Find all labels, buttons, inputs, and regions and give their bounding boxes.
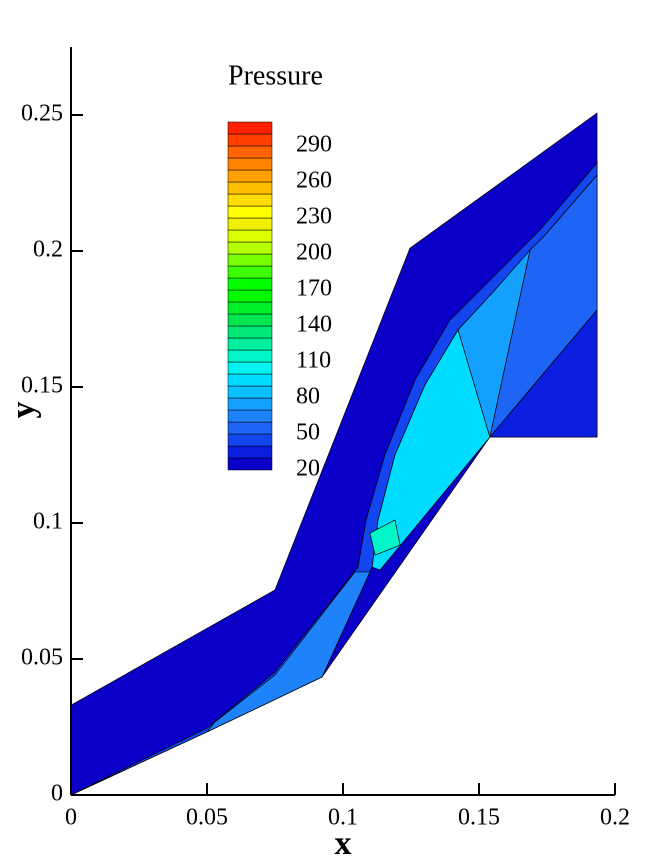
contour-region <box>369 519 401 556</box>
colorbar-band <box>227 217 273 231</box>
x-tick-label: 0.05 <box>186 805 228 831</box>
colorbar-band <box>227 181 273 195</box>
colorbar-band <box>227 433 273 447</box>
colorbar-tick-label: 260 <box>296 168 332 194</box>
y-axis-label: y <box>5 402 42 419</box>
colorbar-band <box>227 133 273 147</box>
contour-region <box>489 309 598 438</box>
colorbar-band <box>227 169 273 183</box>
colorbar-band <box>227 457 273 471</box>
colorbar-band <box>227 361 273 375</box>
contour-region <box>371 329 491 571</box>
x-tick-label: 0.15 <box>458 805 500 831</box>
y-tick-label: 0.05 <box>21 645 63 671</box>
colorbar-tick-label: 200 <box>296 240 332 266</box>
colorbar-band <box>227 121 273 135</box>
y-tick-label: 0.1 <box>33 509 63 535</box>
colorbar-tick-label: 20 <box>296 456 320 482</box>
x-tick-label: 0 <box>65 805 77 831</box>
colorbar-band <box>227 421 273 435</box>
colorbar-tick-label: 140 <box>296 312 332 338</box>
colorbar-band <box>227 277 273 291</box>
colorbar-band <box>227 313 273 327</box>
colorbar-tick-label: 80 <box>296 384 320 410</box>
y-tick-label: 0.2 <box>33 237 63 263</box>
colorbar-band <box>227 385 273 399</box>
x-axis-label: x <box>335 825 352 862</box>
contour-regions <box>70 112 598 796</box>
contour-region <box>70 112 598 796</box>
colorbar-band <box>227 253 273 267</box>
y-tick-label: 0.15 <box>21 373 63 399</box>
colorbar-band <box>227 205 273 219</box>
colorbar-tick-label: 110 <box>296 348 331 374</box>
colorbar-band <box>227 301 273 315</box>
y-tick-label: 0.25 <box>21 101 63 127</box>
colorbar-band <box>227 193 273 207</box>
colorbar-band <box>227 157 273 171</box>
colorbar-band <box>227 289 273 303</box>
colorbar-band <box>227 265 273 279</box>
colorbar-band <box>227 397 273 411</box>
colorbar-tick-label: 170 <box>296 276 332 302</box>
colorbar-band <box>227 325 273 339</box>
colorbar-band <box>227 229 273 243</box>
x-tick-label: 0.1 <box>328 805 358 831</box>
y-tick-label: 0 <box>51 781 63 807</box>
colorbar-tick-label: 230 <box>296 204 332 230</box>
colorbar-title: Pressure <box>228 60 323 91</box>
colorbar-tick-label: 50 <box>296 420 320 446</box>
contour-region <box>206 571 371 733</box>
x-tick-label: 0.2 <box>600 805 630 831</box>
colorbar-tick-label: 290 <box>296 132 332 158</box>
colorbar-band <box>227 241 273 255</box>
colorbar-band <box>227 337 273 351</box>
colorbar-band <box>227 409 273 423</box>
contour-region <box>489 174 598 438</box>
colorbar-band <box>227 349 273 363</box>
colorbar-band <box>227 145 273 159</box>
colorbar-band <box>227 373 273 387</box>
colorbar-band <box>227 445 273 459</box>
